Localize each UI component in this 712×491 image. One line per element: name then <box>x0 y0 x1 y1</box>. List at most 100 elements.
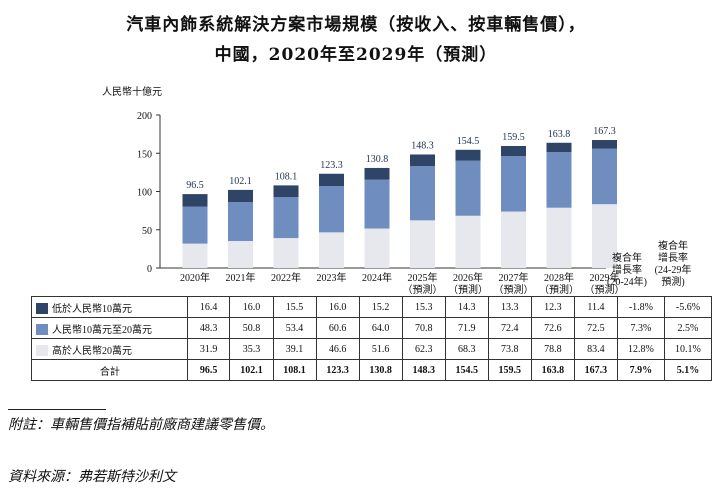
table-cell: 72.4 <box>487 317 532 339</box>
legend-swatch <box>36 344 48 356</box>
table-cell: 51.6 <box>358 338 403 360</box>
x-tick-label: 2029年 <box>590 271 620 284</box>
table-cell: 62.3 <box>401 338 446 360</box>
table-cell: 31.9 <box>186 338 231 360</box>
source-note: 資料來源：弗若斯特沙利文 <box>8 469 176 485</box>
bar-total-label: 167.3 <box>593 126 616 137</box>
table-total-row: 合計 96.5 102.1 108.1 123.3 130.8 148.3 154.5 159.… <box>31 359 712 381</box>
row-label-text: 高於人民幣20萬元 <box>52 345 132 357</box>
cagr1-line3: (20-24年) <box>607 275 647 288</box>
table-cell: 16.4 <box>186 296 231 318</box>
bar-segment-above-200k <box>410 220 435 268</box>
table-cell: 15.3 <box>401 296 446 318</box>
chart-title-line1: 汽車內飾系統解決方案市場規模（按收入、按車輛售價）， <box>126 15 586 35</box>
bar-segment-below-100k <box>501 145 526 157</box>
y-tick-label: 50 <box>142 226 152 237</box>
bar-segment-below-100k <box>364 167 390 180</box>
forecast-label: （預測） <box>539 283 579 296</box>
y-axis-label: 人民幣十億元 <box>102 85 162 98</box>
bar-segment-below-100k <box>319 173 344 186</box>
table-cell: 96.5 <box>186 359 231 381</box>
cagr-cell: 7.9% <box>616 359 665 381</box>
x-tick-label: 2020年 <box>180 271 210 284</box>
table-cell: 123.3 <box>315 359 360 381</box>
bar-segment-above-200k <box>546 207 572 268</box>
cagr2-line4: 預測) <box>661 275 684 288</box>
table-row: 人民幣10萬元至20萬元 48.3 50.8 53.4 60.6 64.0 70.8 71.9… <box>31 317 712 339</box>
cagr1-line2: 增長率 <box>612 263 642 276</box>
cagr-cell: -1.8% <box>616 296 665 318</box>
cagr-cell: 10.1% <box>663 338 712 360</box>
table-cell: 13.3 <box>487 296 532 318</box>
bar-total-label: 123.3 <box>320 160 343 171</box>
bar-total-label: 102.1 <box>229 176 252 187</box>
y-tick-label: 200 <box>137 111 152 122</box>
bar-segment-100k-200k <box>455 160 481 216</box>
cagr-header-2: 複合年 增長率 (24-29年 預測) <box>655 239 692 288</box>
bar-total-label: 159.5 <box>502 132 525 143</box>
bar-segment-100k-200k <box>228 202 253 241</box>
x-tick-label: 2023年 <box>317 271 347 284</box>
bar-segment-above-200k <box>182 243 208 268</box>
x-tick-label: 2028年 <box>544 271 574 284</box>
legend-swatch <box>36 323 48 335</box>
x-tick-label: 2026年 <box>453 271 483 284</box>
table-cell: 16.0 <box>315 296 360 318</box>
table-cell: 50.8 <box>229 317 274 339</box>
bar-total-label: 154.5 <box>457 136 480 147</box>
table-cell: 16.0 <box>229 296 274 318</box>
bar-segment-100k-200k <box>364 179 390 229</box>
table-cell: 78.8 <box>530 338 575 360</box>
bar-total-label: 108.1 <box>275 171 298 182</box>
bar-segment-below-100k <box>455 149 481 161</box>
bar-segment-above-200k <box>319 232 344 268</box>
row-label: 高於人民幣20萬元 <box>31 338 188 360</box>
forecast-label: （預測） <box>494 283 534 296</box>
table-row: 高於人民幣20萬元 31.9 35.3 39.1 46.6 51.6 62.3 68.3 73.… <box>31 338 712 360</box>
bar-segment-below-100k <box>410 154 435 167</box>
table-cell: 167.3 <box>573 359 618 381</box>
table-cell: 35.3 <box>229 338 274 360</box>
y-tick-label: 100 <box>137 188 152 199</box>
table-row: 低於人民幣10萬元 16.4 16.0 15.5 16.0 15.2 15.3 14.3 13.… <box>31 296 712 318</box>
cagr-cell: 7.3% <box>616 317 665 339</box>
cagr2-line3: (24-29年 <box>655 263 692 276</box>
cagr-cell: -5.6% <box>663 296 712 318</box>
bar-segment-100k-200k <box>319 185 344 233</box>
bar-segment-above-200k <box>273 238 299 268</box>
table-cell: 11.4 <box>573 296 618 318</box>
bar-total-label: 163.8 <box>548 129 571 140</box>
table-cell: 15.2 <box>358 296 403 318</box>
forecast-label: （預測） <box>403 283 443 296</box>
bar-total-label: 130.8 <box>366 154 389 165</box>
table-cell: 14.3 <box>444 296 489 318</box>
table-cell: 39.1 <box>272 338 317 360</box>
cagr-cell: 5.1% <box>663 359 712 381</box>
table-cell: 68.3 <box>444 338 489 360</box>
bar-segment-100k-200k <box>410 166 435 221</box>
row-label-text: 人民幣10萬元至20萬元 <box>52 324 152 336</box>
bar-segment-100k-200k <box>273 197 299 239</box>
row-label: 合計 <box>31 359 188 381</box>
table-cell: 64.0 <box>358 317 403 339</box>
table-cell: 70.8 <box>401 317 446 339</box>
table-cell: 163.8 <box>530 359 575 381</box>
forecast-label: （預測） <box>585 283 625 296</box>
bar-total-label: 96.5 <box>186 180 204 191</box>
bar-segment-above-200k <box>455 215 481 268</box>
table-cell: 154.5 <box>444 359 489 381</box>
bar-segment-100k-200k <box>182 206 208 244</box>
row-label: 人民幣10萬元至20萬元 <box>31 317 188 339</box>
table-cell: 83.4 <box>573 338 618 360</box>
bar-segment-below-100k <box>546 142 572 153</box>
cagr2-line1: 複合年 <box>658 239 688 252</box>
cagr-cell: 2.5% <box>663 317 712 339</box>
table-cell: 46.6 <box>315 338 360 360</box>
table-cell: 15.5 <box>272 296 317 318</box>
footnote: 附註：車輛售價指補貼前廠商建議零售價。 <box>8 417 274 433</box>
table-cell: 108.1 <box>272 359 317 381</box>
bar-segment-below-100k <box>592 140 617 149</box>
table-cell: 148.3 <box>401 359 446 381</box>
forecast-label: （預測） <box>448 283 488 296</box>
x-tick-label: 2021年 <box>226 271 256 284</box>
